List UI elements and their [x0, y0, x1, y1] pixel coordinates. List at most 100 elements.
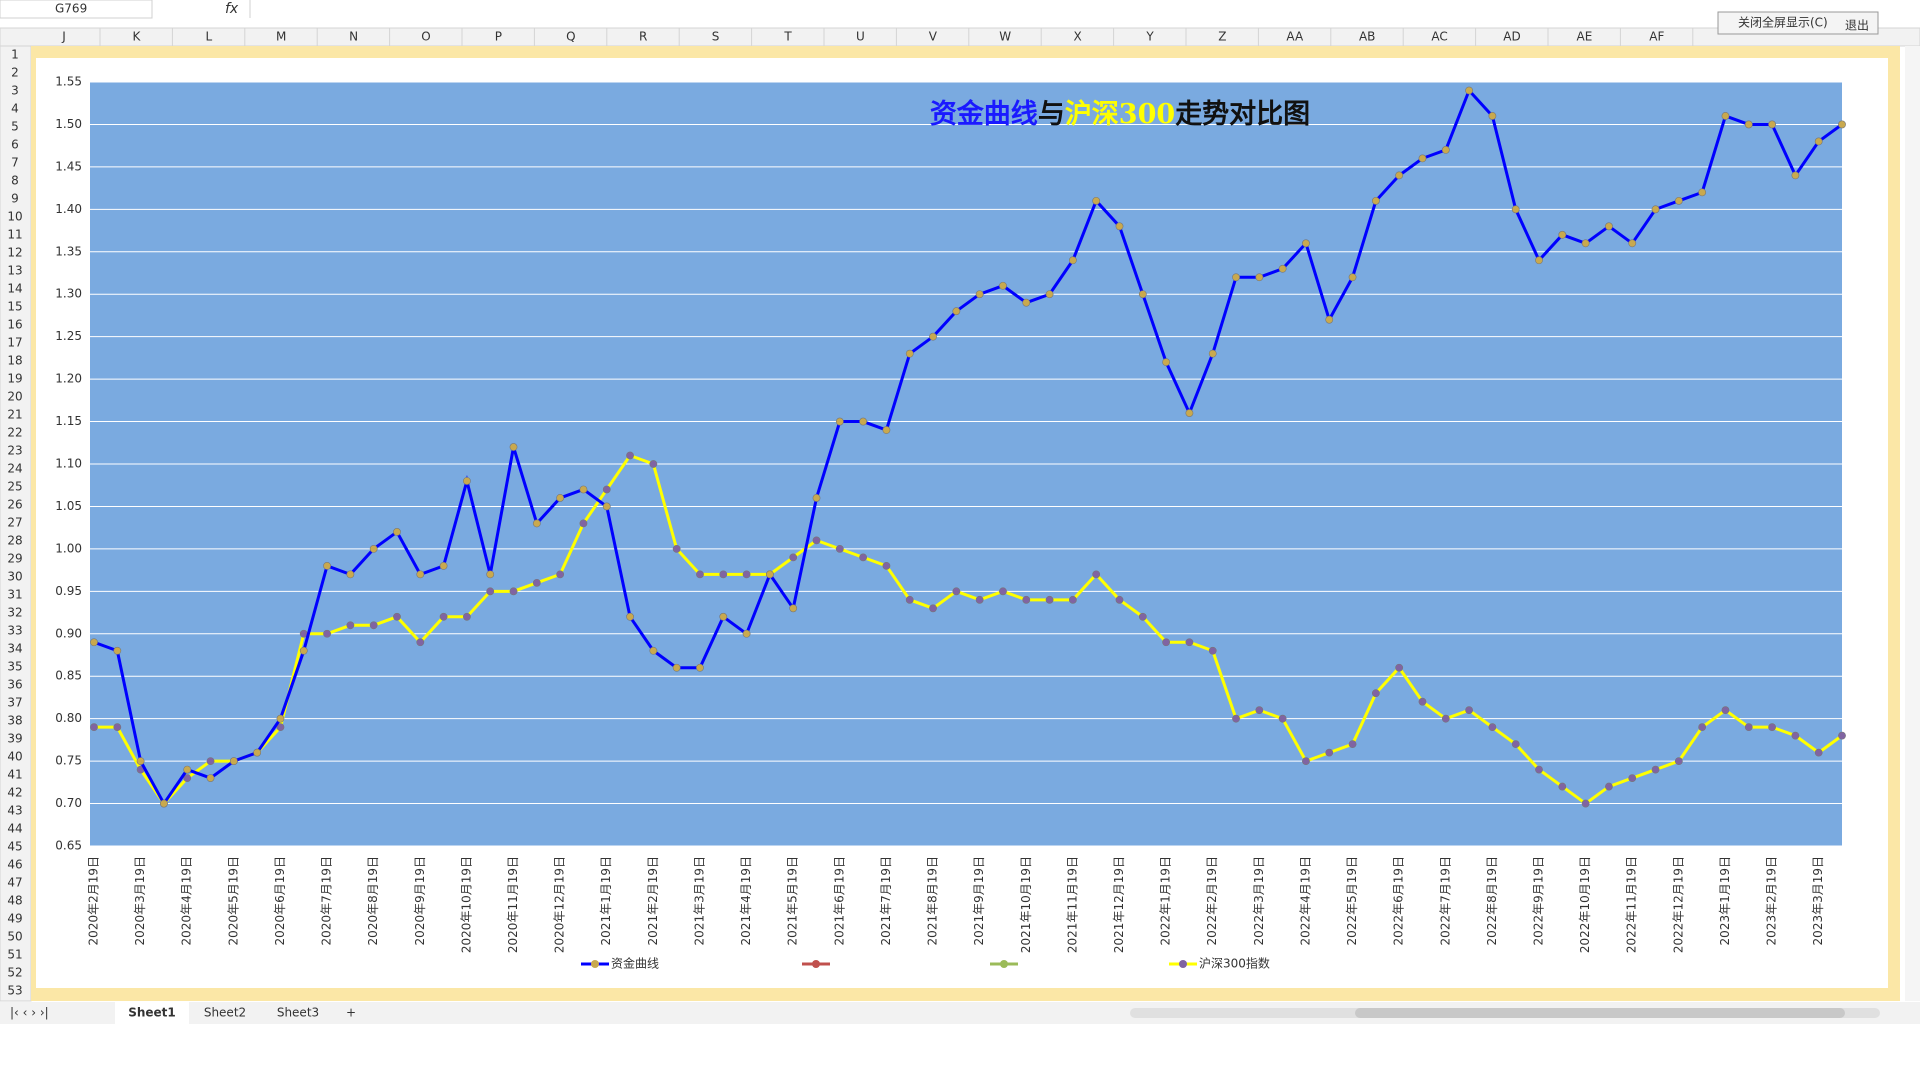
row-header: 44: [7, 822, 22, 836]
data-point: [719, 612, 728, 621]
data-point: [1278, 264, 1287, 273]
column-header: Y: [1145, 30, 1154, 44]
x-tick-label: 2021年7月19日: [879, 856, 893, 945]
data-point: [1605, 782, 1613, 791]
row-header: 29: [7, 552, 22, 566]
row-header: 6: [11, 138, 19, 152]
row-header: 27: [7, 516, 22, 530]
sheet-tab[interactable]: Sheet1: [128, 1006, 176, 1020]
data-point: [1232, 714, 1240, 723]
column-header: R: [639, 30, 647, 44]
column-header: AA: [1286, 30, 1304, 44]
data-point: [1651, 765, 1660, 774]
row-header: 30: [7, 570, 22, 584]
column-header: P: [495, 30, 502, 44]
data-point: [1395, 663, 1404, 672]
data-point: [1418, 697, 1427, 706]
data-point: [1838, 120, 1846, 129]
data-point: [556, 494, 565, 502]
row-header: 23: [7, 444, 22, 458]
row-header: 1: [11, 48, 19, 62]
data-point: [1674, 196, 1683, 205]
button-label[interactable]: 关闭全屏显示(C): [1738, 15, 1828, 30]
data-point: [1605, 222, 1613, 231]
vertical-scrollbar[interactable]: [1905, 46, 1920, 1001]
row-header: 33: [7, 624, 22, 638]
data-point: [1348, 740, 1357, 749]
data-point: [1511, 205, 1520, 214]
sheet-tab[interactable]: Sheet3: [277, 1006, 319, 1020]
data-point: [1721, 706, 1730, 715]
row-header-bar: [0, 45, 32, 1002]
data-point: [672, 663, 681, 672]
title-part: 走势对比图: [1175, 99, 1310, 130]
x-tick-label: 2022年4月19日: [1298, 856, 1312, 945]
row-header: 9: [11, 192, 19, 206]
data-point: [183, 765, 192, 774]
x-tick-label: 2022年5月19日: [1345, 856, 1359, 945]
data-point: [393, 612, 401, 621]
data-point: [1371, 196, 1380, 205]
x-tick-label: 2022年10月19日: [1578, 856, 1592, 953]
data-point: [882, 561, 891, 570]
data-point: [1255, 273, 1264, 282]
data-point: [1278, 714, 1287, 723]
column-header: V: [929, 30, 938, 44]
data-point: [859, 553, 868, 562]
x-tick-label: 2021年2月19日: [646, 856, 660, 945]
y-tick-label: 0.90: [55, 626, 82, 640]
add-sheet[interactable]: +: [346, 1006, 356, 1020]
data-point: [323, 629, 331, 638]
x-tick-label: 2022年8月19日: [1485, 856, 1499, 945]
row-header: 20: [7, 390, 22, 404]
legend-marker: [591, 960, 599, 968]
column-header: AB: [1359, 30, 1375, 44]
data-point: [416, 570, 425, 579]
data-point: [1511, 740, 1520, 749]
data-point: [1162, 638, 1171, 647]
data-point: [276, 723, 285, 732]
x-tick-label: 2020年12月19日: [553, 856, 567, 953]
x-tick-label: 2022年12月19日: [1671, 856, 1685, 953]
x-tick-label: 2021年8月19日: [926, 856, 940, 945]
data-point: [1045, 290, 1054, 299]
fx-icon[interactable]: fx: [225, 1, 239, 17]
sheet-tab[interactable]: Sheet2: [204, 1006, 246, 1020]
name-box[interactable]: [0, 0, 153, 19]
active-tab[interactable]: [115, 1002, 189, 1024]
row-header: 14: [7, 282, 22, 296]
name-box-text: G769: [55, 2, 87, 16]
nav-arrows[interactable]: |‹ ‹ › ›|: [10, 1006, 49, 1020]
x-tick-label: 2020年9月19日: [413, 856, 427, 945]
row-header: 26: [7, 498, 22, 512]
button-label[interactable]: 退出: [1845, 19, 1869, 33]
row-header: 18: [7, 354, 22, 368]
series-line: [93, 87, 1843, 807]
data-point: [1744, 120, 1753, 129]
row-header: 45: [7, 840, 22, 854]
y-tick-label: 1.45: [55, 159, 82, 173]
title-part: 资金曲线: [930, 98, 1038, 130]
row-header: 24: [7, 462, 22, 476]
data-point: [1814, 748, 1823, 757]
data-point: [1674, 757, 1683, 766]
row-header: 50: [7, 930, 22, 944]
x-tick-label: 2020年8月19日: [366, 856, 380, 945]
y-tick-label: 1.40: [55, 202, 82, 216]
data-point: [90, 638, 98, 647]
data-point: [1581, 799, 1590, 808]
data-point: [1232, 273, 1240, 282]
data-point: [113, 646, 122, 655]
data-point: [835, 417, 844, 426]
x-tick-label: 2021年12月19日: [1112, 856, 1126, 953]
data-point: [952, 307, 961, 316]
row-header: 15: [7, 300, 22, 314]
y-tick-label: 0.70: [55, 796, 82, 810]
exit-fullscreen-button[interactable]: [1717, 11, 1879, 35]
row-header: 10: [7, 210, 22, 224]
row-header: 35: [7, 660, 22, 674]
data-point: [1302, 239, 1310, 248]
scroll-thumb[interactable]: [1355, 1008, 1845, 1018]
row-header: 43: [7, 804, 22, 818]
x-tick-label: 2021年5月19日: [786, 856, 800, 945]
